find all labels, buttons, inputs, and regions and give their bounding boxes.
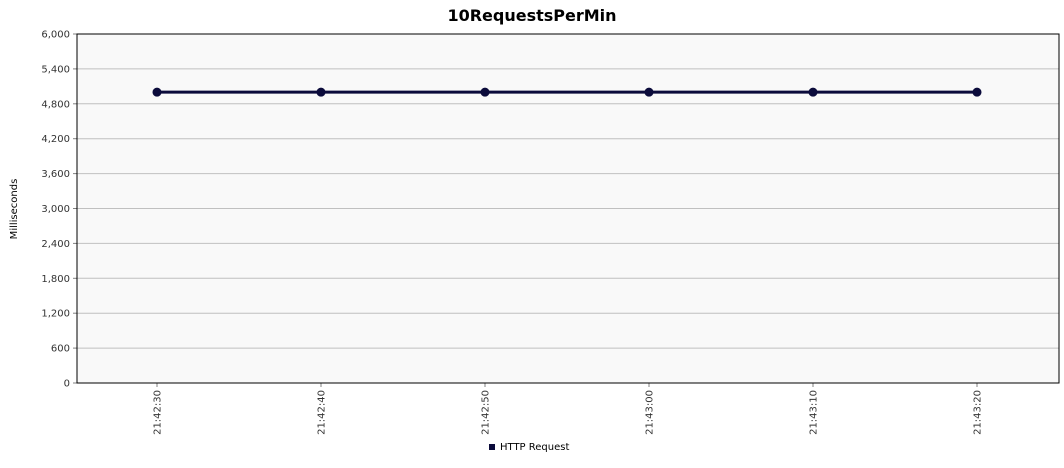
y-tick-label: 0 bbox=[64, 379, 70, 390]
x-tick-label: 21:42:50 bbox=[481, 390, 492, 435]
plot-border bbox=[76, 33, 1060, 384]
x-tick-label: 21:42:30 bbox=[153, 390, 164, 435]
legend: HTTP Request bbox=[489, 442, 569, 453]
data-point bbox=[644, 87, 654, 97]
y-axis-label: Milliseconds bbox=[9, 179, 20, 240]
y-tick-label: 1,800 bbox=[41, 274, 70, 285]
x-tick-label: 21:43:10 bbox=[809, 390, 820, 435]
x-tick-label: 21:43:00 bbox=[645, 390, 656, 435]
y-tick-label: 3,600 bbox=[41, 169, 70, 180]
legend-label: HTTP Request bbox=[500, 442, 569, 453]
y-tick-label: 2,400 bbox=[41, 239, 70, 250]
y-tick-label: 3,000 bbox=[41, 204, 70, 215]
data-point bbox=[972, 87, 982, 97]
y-tick-label: 5,400 bbox=[41, 64, 70, 75]
data-point bbox=[808, 87, 818, 97]
series-layer bbox=[152, 87, 982, 97]
y-tick-label: 4,200 bbox=[41, 134, 70, 145]
y-tick-label: 6,000 bbox=[41, 30, 70, 41]
data-point bbox=[152, 87, 162, 97]
x-tick-label: 21:43:20 bbox=[973, 390, 984, 435]
data-point bbox=[316, 87, 326, 97]
y-tick-label: 4,800 bbox=[41, 99, 70, 110]
y-tick-label: 600 bbox=[51, 344, 70, 355]
legend-swatch bbox=[489, 444, 495, 450]
y-tick-label: 1,200 bbox=[41, 309, 70, 320]
grid-lines bbox=[77, 68, 1059, 349]
y-axis-ticks: 0 600 1,200 1,800 2,400 3,000 3,600 4,200 4,800 5… bbox=[41, 30, 77, 390]
x-axis-ticks: 21:42:30 21:42:40 21:42:50 21:43:00 21:43:10… bbox=[153, 383, 984, 435]
chart-title: 10RequestsPerMin bbox=[447, 6, 616, 25]
x-tick-label: 21:42:40 bbox=[317, 390, 328, 435]
data-point bbox=[480, 87, 490, 97]
